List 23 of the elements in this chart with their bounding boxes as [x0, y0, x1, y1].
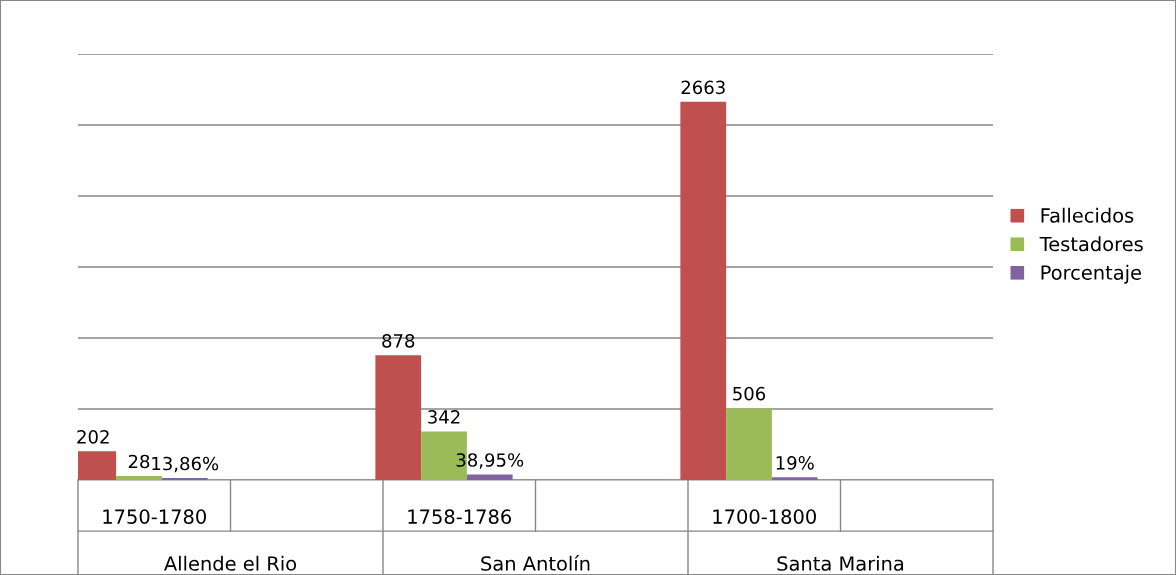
- text: Santa Marina: [777, 555, 904, 571]
- bar: [680, 101, 727, 480]
- legend-label: Fallecidos: [1041, 207, 1134, 223]
- x-tick-label: 1700-1800: [713, 509, 816, 524]
- data-label: 13,86%: [152, 456, 219, 473]
- data-label: 2663: [681, 80, 725, 95]
- bar: [771, 477, 818, 480]
- data-label: 878: [382, 334, 415, 348]
- data-label: 342: [428, 410, 460, 424]
- legend-label: Testadores: [1039, 236, 1143, 252]
- x-tick-label: 1750-1780: [103, 509, 206, 524]
- bar: [466, 474, 513, 480]
- text: San Antolín: [481, 555, 590, 571]
- data-label: 202: [77, 429, 109, 444]
- data-label: 28: [128, 454, 150, 469]
- data-label: 19%: [776, 455, 814, 470]
- bar: [116, 476, 162, 480]
- data-label: 506: [733, 386, 766, 401]
- bar: [375, 355, 422, 480]
- x-tick-label: 1758-1786: [408, 509, 512, 524]
- bar: [726, 408, 772, 480]
- legend-label: Porcentaje: [1041, 264, 1141, 284]
- text: Allende el Rio: [164, 555, 297, 571]
